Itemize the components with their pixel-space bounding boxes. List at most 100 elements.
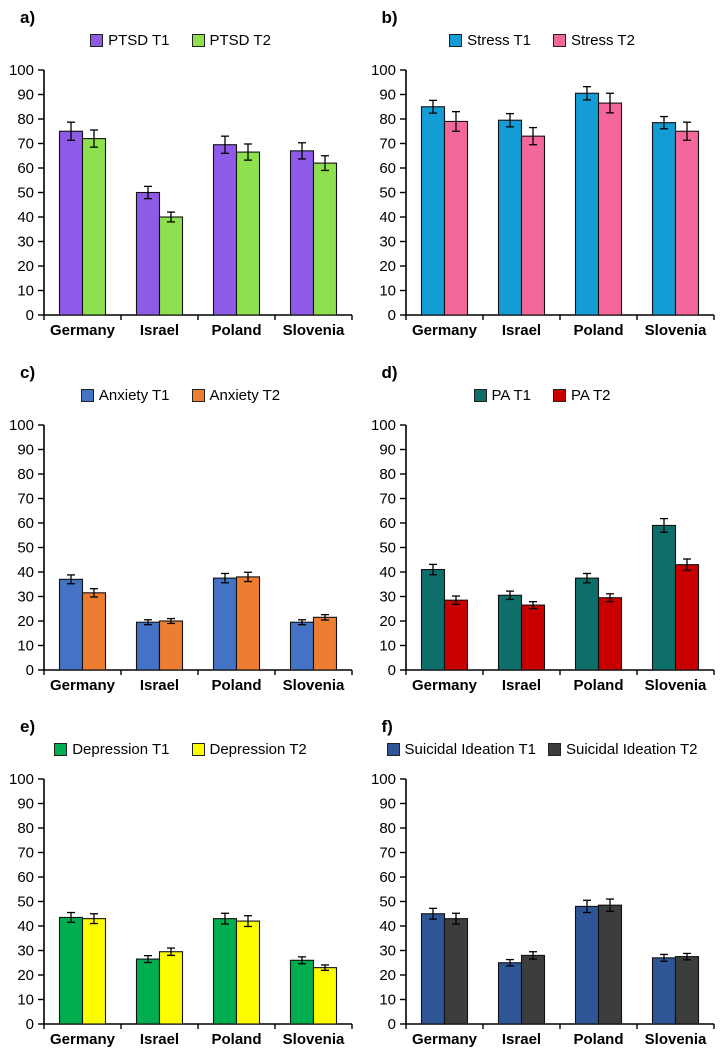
y-tick-label: 10: [379, 637, 396, 654]
y-tick-label: 40: [17, 564, 34, 581]
y-tick-label: 80: [379, 466, 396, 483]
y-tick-label: 50: [17, 894, 34, 911]
bar-slovenia-t1: [289, 621, 315, 671]
y-tick-label: 40: [379, 918, 396, 935]
y-tick-label: 80: [17, 466, 34, 483]
panel-label-a: a): [20, 8, 36, 27]
chart-svg: 0 10 20 30 40 50 60 70 80 90 100 Germany Israel Polan…: [9, 62, 353, 339]
panel-label-f: f): [381, 717, 393, 737]
y-tick-label: 10: [379, 283, 396, 300]
panel-label-b: b): [381, 8, 398, 27]
category-label: Germany: [411, 1031, 477, 1048]
bar-germany-t1: [58, 578, 84, 671]
y-tick-label: 80: [17, 820, 34, 837]
legend-label: Anxiety T2: [209, 386, 281, 404]
legend-item: Depression T1: [54, 741, 170, 758]
y-tick-label: 40: [379, 209, 396, 226]
panel-d: d) PA T1 PA T2 0 10 20 30 40 50 60 70 80 90 100 German…: [362, 355, 723, 709]
y-tick-label: 70: [379, 136, 396, 153]
bar-germany-t1: [420, 913, 445, 1025]
bar-poland-t1: [574, 906, 599, 1025]
legend-swatch-icon: [553, 388, 566, 402]
bar-germany-t1: [420, 106, 445, 316]
bar-slovenia-t1: [651, 957, 676, 1025]
bar-germany-t2: [443, 120, 468, 316]
panel-label-c: c): [20, 362, 36, 382]
panel-c: c) Anxiety T1 Anxiety T2 0 10 20 30 40 50 60 70 80 9…: [0, 355, 361, 709]
category-label: Slovenia: [283, 677, 345, 694]
legend-swatch-icon: [473, 388, 487, 402]
bar-israel-t1: [135, 191, 161, 316]
y-tick-label: 20: [379, 613, 396, 630]
y-tick-label: 10: [17, 283, 34, 300]
category-label: Poland: [573, 322, 623, 339]
y-tick-label: 60: [17, 160, 34, 177]
y-tick-label: 30: [17, 234, 34, 251]
bar-poland-t2: [597, 596, 622, 671]
legend-label: Suicidal Ideation T2: [566, 741, 698, 759]
category-label: Germany: [411, 322, 477, 339]
panel-b: b) Stress T1 Stress T2 0 10 20 30 40 50 60 70 80 90 1…: [362, 0, 723, 354]
bar-israel-t2: [158, 216, 184, 316]
y-tick-label: 50: [379, 185, 396, 202]
legend-label: Stress T2: [571, 32, 635, 49]
y-tick-label: 30: [379, 588, 396, 605]
bar-poland-t2: [597, 904, 622, 1025]
legend-item: Stress T1: [449, 32, 531, 49]
bar-poland-t1: [574, 577, 599, 671]
bar-poland-t1: [212, 918, 238, 1025]
bar-poland-t2: [235, 920, 261, 1025]
y-tick-label: 70: [379, 490, 396, 507]
bar-israel-t1: [135, 958, 161, 1025]
legend-label: Anxiety T1: [98, 386, 170, 404]
y-tick-label: 90: [379, 441, 396, 458]
legend-swatch-icon: [449, 34, 463, 47]
y-tick-label: 40: [379, 564, 396, 581]
legend-swatch-icon: [54, 743, 68, 757]
legend-swatch-icon: [90, 34, 104, 47]
y-tick-label: 50: [379, 894, 396, 911]
category-label: Poland: [573, 1031, 623, 1048]
category-label: Slovenia: [644, 677, 706, 694]
bar-slovenia-t1: [651, 524, 676, 671]
y-tick-label: 0: [387, 662, 395, 679]
bar-israel-t2: [520, 955, 545, 1025]
legend-item: Stress T2: [553, 32, 635, 49]
chart-svg: 0 10 20 30 40 50 60 70 80 90 100 Germany Israel Polan…: [9, 417, 353, 694]
y-tick-label: 90: [17, 87, 34, 104]
bar-germany-t1: [58, 130, 84, 316]
y-tick-label: 100: [9, 62, 34, 79]
bar-israel-t1: [497, 594, 522, 671]
legend-label: Stress T1: [467, 32, 531, 49]
bar-slovenia-t1: [651, 122, 676, 316]
category-label: Germany: [411, 677, 477, 694]
bar-germany-t2: [81, 918, 107, 1025]
y-tick-label: 0: [387, 307, 395, 324]
bar-israel-t1: [497, 962, 522, 1025]
legend-item: PTSD T1: [90, 32, 170, 49]
panel-e: e) Depression T1 Depression T2 0 10 20 30 40 50 6…: [0, 709, 361, 1063]
bar-slovenia-t2: [312, 967, 338, 1025]
legend: Anxiety T1 Anxiety T2: [0, 387, 361, 404]
category-label: Israel: [501, 677, 540, 694]
y-tick-label: 100: [370, 417, 395, 434]
y-tick-label: 80: [379, 820, 396, 837]
y-tick-label: 60: [17, 869, 34, 886]
y-tick-label: 10: [379, 992, 396, 1009]
legend: Stress T1 Stress T2: [362, 32, 723, 49]
bar-germany-t2: [81, 138, 107, 316]
category-label: Israel: [140, 677, 179, 694]
legend-swatch-icon: [191, 743, 205, 757]
bar-slovenia-t2: [674, 956, 699, 1025]
y-tick-label: 90: [17, 796, 34, 813]
y-tick-label: 20: [379, 258, 396, 275]
y-tick-label: 60: [17, 515, 34, 532]
y-tick-label: 20: [17, 613, 34, 630]
bar-israel-t2: [520, 604, 545, 671]
chart-svg: 0 10 20 30 40 50 60 70 80 90 100 Germany Israel Polan…: [370, 417, 715, 694]
y-tick-label: 90: [379, 87, 396, 104]
y-tick-label: 20: [17, 258, 34, 275]
panel-a: a) PTSD T1 PTSD T2 0 10 20 30 40 50 60 70 80 90 100 Ge…: [0, 0, 361, 354]
legend-swatch-icon: [548, 743, 561, 757]
legend-item: Anxiety T1: [80, 386, 170, 404]
